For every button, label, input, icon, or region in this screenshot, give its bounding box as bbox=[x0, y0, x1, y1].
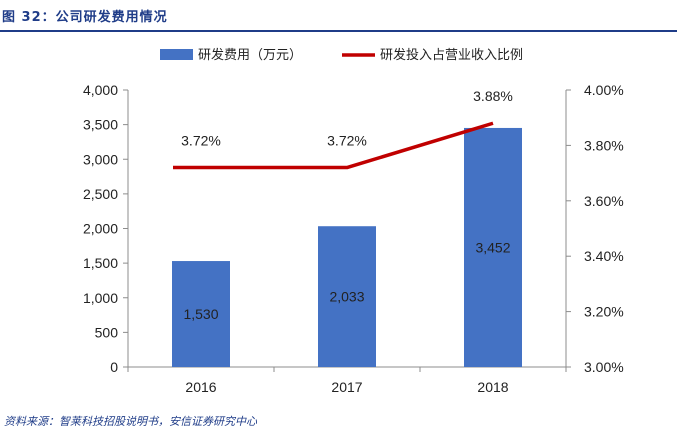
bar bbox=[318, 226, 376, 367]
legend-bar-swatch bbox=[160, 49, 193, 60]
legend: 研发费用（万元） 研发投入占营业收入比例 bbox=[160, 47, 523, 63]
bar bbox=[172, 261, 230, 367]
right-tick-label: 3.00% bbox=[584, 359, 624, 375]
left-tick-label: 3,500 bbox=[83, 117, 118, 133]
right-tick-label: 4.00% bbox=[584, 82, 624, 98]
left-tick-label: 2,500 bbox=[83, 186, 118, 202]
x-tick-label: 2017 bbox=[331, 379, 362, 395]
left-tick-label: 500 bbox=[95, 324, 119, 340]
right-tick-label: 3.20% bbox=[584, 304, 624, 320]
bar-value-label: 3,452 bbox=[475, 239, 510, 255]
figure-title: 图 32：公司研发费用情况 bbox=[2, 10, 168, 25]
bar bbox=[464, 127, 522, 367]
line-series bbox=[173, 121, 494, 170]
right-tick-label: 3.80% bbox=[584, 137, 624, 153]
source-note: 资料来源：智莱科技招股说明书，安信证券研究中心 bbox=[4, 415, 257, 428]
line-value-label: 3.72% bbox=[327, 133, 367, 149]
left-tick-label: 4,000 bbox=[83, 82, 118, 98]
legend-bar-label: 研发费用（万元） bbox=[198, 47, 302, 63]
data-labels: 1,530 2,033 3,452 3.72% 3.72% 3.88% bbox=[181, 88, 513, 322]
line-value-label: 3.72% bbox=[181, 133, 221, 149]
bar-value-label: 1,530 bbox=[183, 306, 218, 322]
x-tick-label: 2016 bbox=[185, 379, 216, 395]
right-tick-label: 3.60% bbox=[584, 193, 624, 209]
left-tick-label: 2,000 bbox=[83, 221, 118, 237]
title-divider bbox=[0, 30, 677, 32]
left-tick-label: 1,000 bbox=[83, 290, 118, 306]
left-tick-label: 3,000 bbox=[83, 151, 118, 167]
bar-value-label: 2,033 bbox=[329, 289, 364, 305]
left-tick-label: 0 bbox=[110, 359, 118, 375]
ratio-line bbox=[173, 121, 494, 170]
legend-line-label: 研发投入占营业收入比例 bbox=[380, 47, 523, 63]
x-tick-label: 2018 bbox=[477, 379, 508, 395]
bar-series bbox=[172, 127, 522, 367]
line-value-label: 3.88% bbox=[473, 88, 513, 104]
right-tick-label: 3.40% bbox=[584, 248, 624, 264]
left-tick-label: 1,500 bbox=[83, 255, 118, 271]
